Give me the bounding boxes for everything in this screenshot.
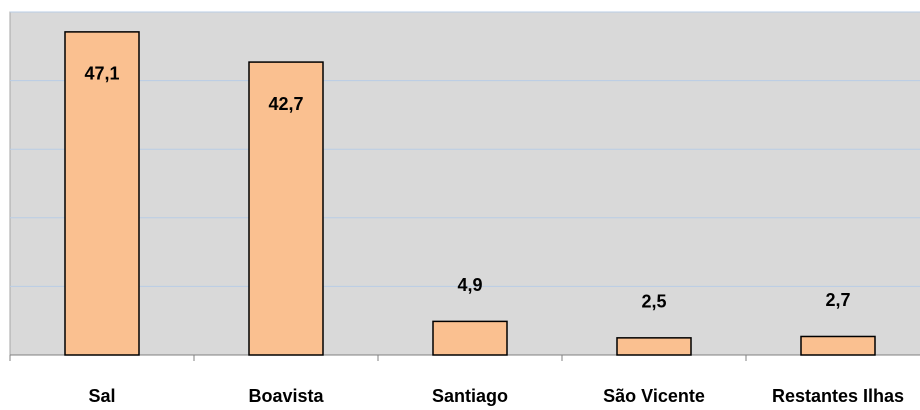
bar [248, 61, 324, 356]
value-label: 2,5 [641, 292, 666, 312]
x-tick-label: Santiago [432, 386, 508, 406]
x-tick-label: Boavista [248, 386, 324, 406]
x-tick-label: São Vicente [603, 386, 705, 406]
value-label: 2,7 [825, 290, 850, 310]
value-label: 47,1 [84, 64, 119, 84]
bar [800, 335, 876, 356]
bar [432, 320, 508, 356]
bar [64, 31, 140, 356]
value-label: 42,7 [268, 94, 303, 114]
x-tick-label: Sal [88, 386, 115, 406]
value-label: 4,9 [457, 275, 482, 295]
plot-area [9, 11, 920, 356]
x-tick-label: Restantes Ilhas [772, 386, 904, 406]
bar [616, 337, 692, 356]
